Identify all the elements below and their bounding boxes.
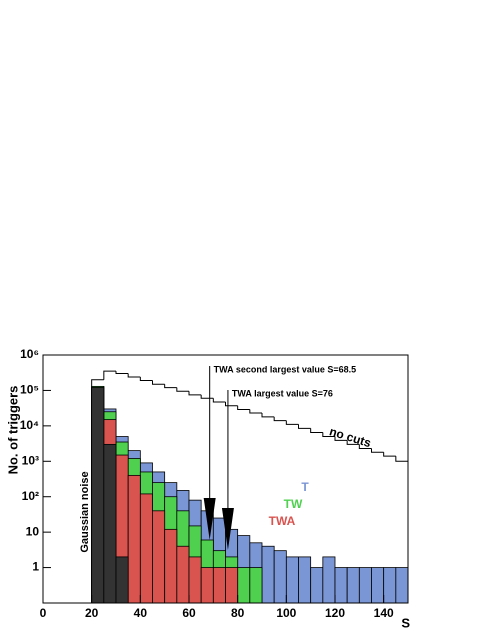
histogram-outline bbox=[103, 370, 116, 380]
histogram-outline bbox=[249, 409, 262, 414]
histogram-bar bbox=[212, 567, 226, 604]
histogram-bar bbox=[249, 567, 263, 604]
histogram-bar bbox=[285, 556, 299, 604]
annotation: TWA second largest value S=68.5 bbox=[214, 364, 356, 374]
series-label: Gaussian noise bbox=[79, 471, 91, 552]
histogram-outline bbox=[200, 394, 214, 399]
x-tick-label: 80 bbox=[231, 606, 245, 620]
x-tick-label: 100 bbox=[276, 606, 296, 620]
histogram-bar bbox=[139, 493, 153, 604]
y-tick-label: 10² bbox=[22, 489, 39, 503]
y-tick-label: 10 bbox=[26, 524, 40, 538]
histogram-outline bbox=[188, 391, 202, 396]
x-tick-label: 20 bbox=[85, 606, 99, 620]
histogram-outline bbox=[298, 424, 311, 429]
histogram-outline bbox=[261, 413, 275, 418]
x-axis-label: S bbox=[401, 615, 410, 630]
histogram-outline bbox=[212, 398, 226, 403]
histogram-bar bbox=[261, 545, 275, 604]
histogram-outline bbox=[383, 452, 396, 457]
annotation: TWA largest value S=76 bbox=[232, 388, 333, 398]
histogram-bar bbox=[152, 510, 166, 604]
histogram-bar bbox=[273, 550, 287, 604]
histogram-outline bbox=[164, 384, 177, 389]
histogram-outline bbox=[176, 387, 189, 392]
histogram-bar bbox=[334, 567, 348, 604]
annotation-arrow-head bbox=[203, 498, 216, 540]
y-axis-label: No. of triggers bbox=[5, 386, 20, 475]
y-tick-label: 10⁵ bbox=[20, 383, 39, 397]
histogram-outline bbox=[358, 444, 372, 449]
histogram-outline bbox=[395, 456, 408, 462]
histogram-bar bbox=[103, 443, 117, 604]
histogram-outline bbox=[285, 420, 299, 425]
x-tick-label: 60 bbox=[182, 606, 196, 620]
histogram-bar bbox=[200, 567, 214, 604]
x-tick-label: 40 bbox=[134, 606, 148, 620]
series-label: TW bbox=[284, 497, 303, 511]
histogram-outline bbox=[322, 432, 335, 438]
histogram-bar bbox=[310, 567, 324, 604]
plot-frame bbox=[42, 354, 409, 604]
series-label: no cuts bbox=[328, 424, 373, 450]
histogram-bar bbox=[322, 556, 336, 604]
histogram-outline bbox=[127, 373, 141, 378]
histogram-outline bbox=[115, 371, 129, 375]
histogram-outline bbox=[371, 448, 384, 453]
y-tick-label: 10⁶ bbox=[20, 347, 39, 361]
histogram-bar bbox=[358, 567, 372, 604]
histogram-bar bbox=[237, 567, 251, 604]
histogram-bar bbox=[188, 556, 202, 604]
annotation-arrow-head bbox=[221, 508, 234, 550]
series-label: TWA bbox=[269, 514, 296, 528]
histogram-outline bbox=[225, 402, 238, 407]
y-tick-label: 10⁴ bbox=[20, 418, 39, 432]
x-tick-label: 0 bbox=[40, 606, 47, 620]
y-tick-label: 1 bbox=[32, 560, 39, 574]
y-tick-label: 10³ bbox=[22, 453, 39, 467]
histogram-outline bbox=[334, 436, 348, 441]
histogram-outline bbox=[152, 380, 165, 385]
series-label: T bbox=[301, 480, 309, 494]
histogram-bar bbox=[395, 567, 409, 604]
histogram-bar bbox=[298, 556, 312, 604]
histogram-outline bbox=[273, 416, 287, 422]
x-tick-label: 140 bbox=[374, 606, 394, 620]
histogram-bar bbox=[91, 387, 105, 604]
histogram-outline bbox=[310, 428, 323, 433]
histogram-outline bbox=[346, 440, 360, 445]
histogram-bar bbox=[115, 556, 129, 604]
histogram-bar bbox=[127, 474, 141, 604]
histogram-bar bbox=[164, 528, 178, 604]
histogram-bar bbox=[383, 567, 397, 604]
histogram-bar bbox=[176, 545, 190, 604]
histogram-bar bbox=[371, 567, 385, 604]
histogram-bar bbox=[346, 567, 360, 604]
histogram-outline bbox=[237, 405, 250, 410]
histogram-bar bbox=[225, 567, 239, 604]
x-tick-label: 120 bbox=[325, 606, 345, 620]
histogram-outline bbox=[139, 376, 153, 382]
